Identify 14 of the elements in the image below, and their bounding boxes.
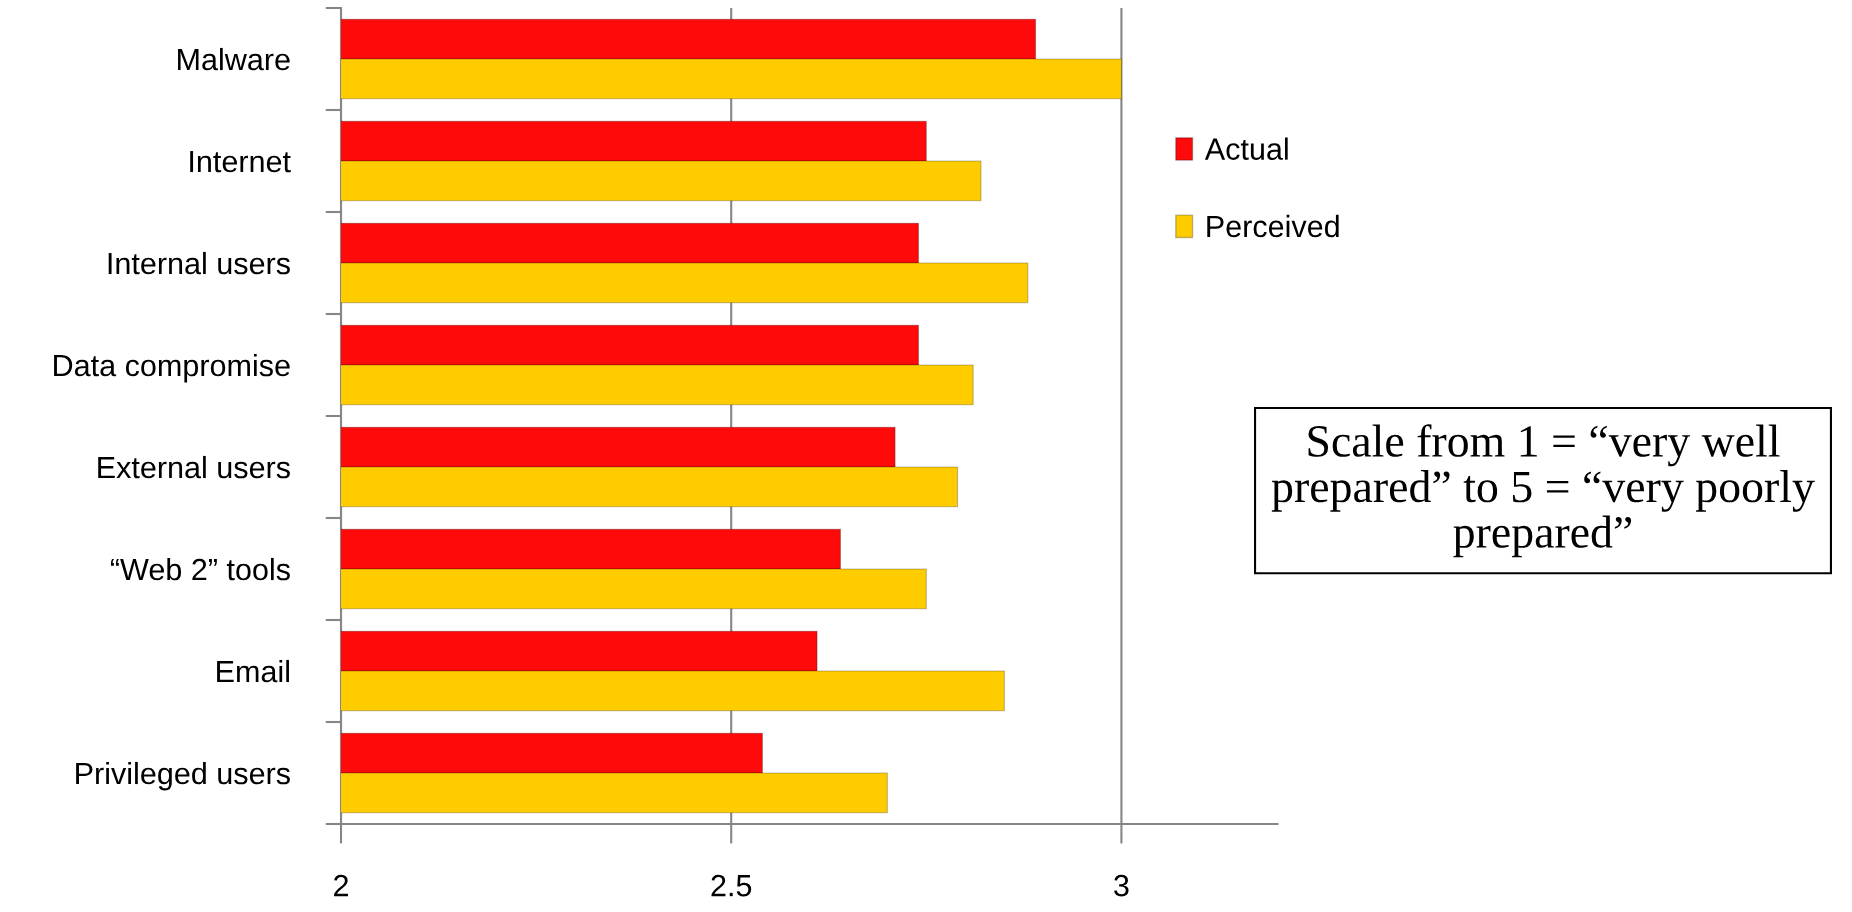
annotation: Scale from 1 = “very well prepared” to 5 = “very poorly prepared” [1271,424,1815,558]
x-tick-label: 2.5 [711,874,752,897]
x-tick-label: 3 [1114,874,1129,897]
y-tick-label: Internet [190,151,291,173]
y-tick-label: Privileged users [76,761,290,791]
x-tick-label: 2 [334,874,348,897]
legend-label: Actual [1204,137,1288,160]
y-tick-label: Data compromise [54,353,290,383]
y-tick-label: Email [217,659,289,683]
legend-label: Perceived [1207,214,1339,238]
y-tick-label: “Web 2” tools [110,557,290,581]
y-tick-label: External users [98,455,290,479]
y-tick-label: Internal users [108,251,290,275]
y-tick-label: Malware [178,47,290,71]
